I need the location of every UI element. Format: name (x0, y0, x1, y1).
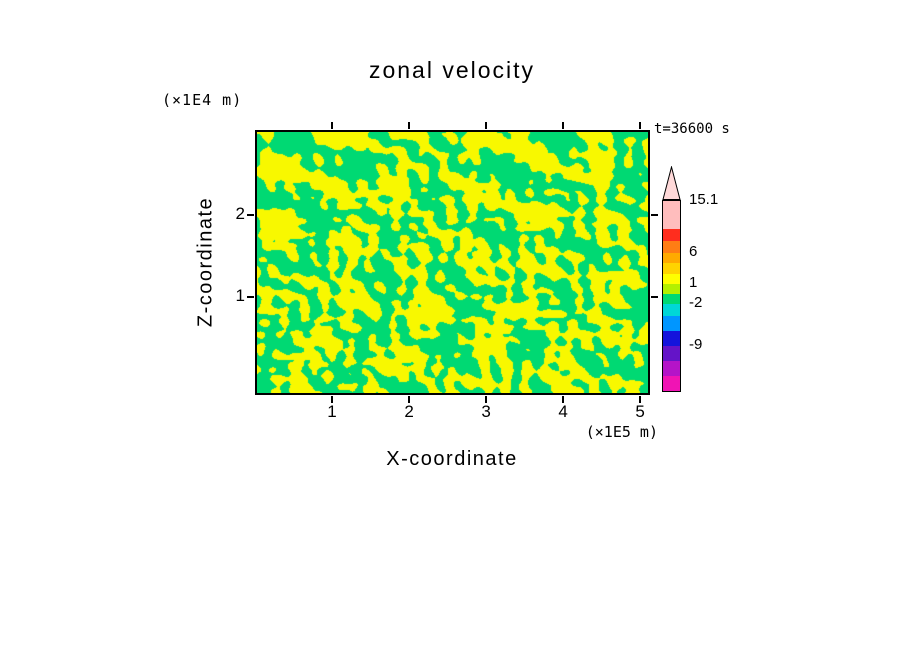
x-tick-label: 5 (635, 402, 645, 421)
colorbar-tick-label: -9 (689, 336, 703, 353)
x-tick-label: 4 (558, 402, 568, 421)
y-axis-tick (247, 295, 254, 298)
colorbar-band (663, 201, 680, 229)
x-tick-label: 3 (481, 402, 491, 421)
y-axis-tick (651, 295, 658, 298)
colorbar: 15.1 6 1 -2 -9 (662, 166, 718, 392)
y-axis-unit-label: (×1E4 m) (162, 91, 243, 109)
plot-area (255, 130, 650, 395)
y-tick-label: 2 (235, 203, 245, 223)
colorbar-band (663, 263, 680, 274)
colorbar-band (663, 376, 680, 391)
x-axis-tick (485, 396, 488, 403)
colorbar-band (663, 331, 680, 346)
x-axis-tick (562, 122, 565, 129)
x-axis-title: X-coordinate (386, 448, 518, 470)
x-tick-label: 2 (404, 402, 414, 421)
x-axis-tick (562, 396, 565, 403)
velocity-field-canvas (257, 132, 648, 393)
y-tick-label: 1 (235, 285, 245, 305)
x-axis-tick (331, 122, 334, 129)
x-axis-tick (331, 396, 334, 403)
colorbar-band (663, 346, 680, 361)
colorbar-overflow-arrow-icon (662, 166, 681, 200)
x-axis-tick (408, 122, 411, 129)
colorbar-bands (662, 200, 681, 392)
colorbar-band (663, 361, 680, 376)
colorbar-tick-label: 1 (689, 274, 698, 291)
colorbar-tick-label: 6 (689, 243, 698, 260)
x-axis-tick (639, 396, 642, 403)
colorbar-band (663, 274, 680, 284)
colorbar-band (663, 304, 680, 316)
colorbar-band (663, 253, 680, 263)
x-axis-tick (485, 122, 488, 129)
x-axis-tick (408, 396, 411, 403)
colorbar-band (663, 241, 680, 253)
time-annotation: t=36600 s (654, 121, 730, 137)
colorbar-band (663, 316, 680, 331)
y-axis-tick (651, 213, 658, 216)
x-axis-tick (639, 122, 642, 129)
colorbar-band (663, 284, 680, 294)
colorbar-band (663, 294, 680, 304)
x-axis-unit-label: (×1E5 m) (585, 423, 658, 441)
colorbar-tick-label: 15.1 (689, 191, 719, 208)
x-tick-label: 1 (327, 402, 337, 421)
colorbar-tick-label: -2 (689, 294, 703, 311)
y-axis-tick (247, 213, 254, 216)
colorbar-band (663, 229, 680, 241)
chart-title: zonal velocity (368, 57, 536, 83)
